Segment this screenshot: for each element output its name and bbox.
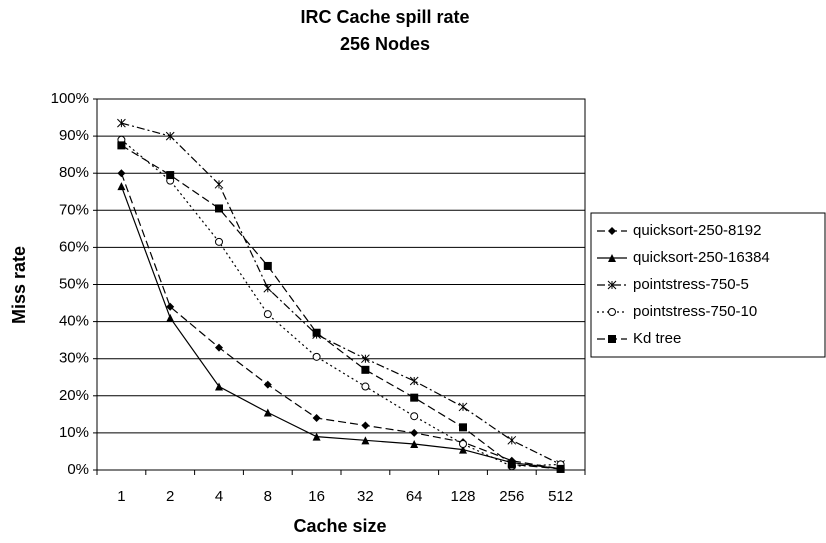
marker [507,460,516,469]
y-tick-label: 70% [59,201,89,218]
legend-box [590,212,826,358]
legend-label: Kd tree [633,330,681,347]
marker [608,308,616,316]
series-line [121,139,561,467]
marker [215,382,223,391]
marker [117,169,126,178]
chart-subtitle: 256 Nodes [340,34,430,54]
marker [117,141,126,150]
marker [507,435,517,445]
y-axis-label: Miss rate [9,246,29,324]
x-axis-label: Cache size [293,516,386,536]
marker [312,414,321,423]
x-tick-label: 2 [166,488,174,505]
marker [312,328,321,337]
series-line [121,144,561,470]
marker [459,445,467,454]
y-tick-label: 80% [59,164,89,181]
legend-label: pointstress-750-10 [633,303,757,320]
y-tick-label: 90% [59,127,89,144]
marker [410,393,419,402]
marker [361,436,370,445]
marker [166,313,175,322]
y-tick-label: 50% [59,275,89,292]
marker [166,302,175,311]
marker [459,440,467,449]
legend-label: pointstress-750-5 [633,276,749,293]
y-tick-label: 40% [59,313,89,330]
y-tick-label: 30% [59,350,89,367]
marker [608,227,616,235]
x-tick-label: 16 [308,488,325,505]
series-line [120,172,561,470]
x-tick-label: 8 [264,488,272,505]
marker [165,131,175,141]
chart-title: IRC Cache spill rate [300,7,469,27]
marker [409,376,419,386]
legend-label: quicksort-250-16384 [633,249,770,266]
marker [361,421,370,430]
marker [215,237,223,246]
marker [263,380,272,389]
marker [263,408,272,417]
marker [263,283,273,293]
marker [361,382,370,391]
marker [166,171,175,180]
x-tick-label: 512 [548,488,573,505]
marker [312,352,321,361]
x-tick-label: 1 [117,488,125,505]
marker [608,254,616,262]
marker [117,182,126,191]
x-tick-label: 128 [450,488,475,505]
marker [215,204,223,213]
y-tick-label: 60% [59,238,89,255]
marker [215,343,223,352]
x-tick-label: 32 [357,488,374,505]
marker [410,440,419,449]
legend-label: quicksort-250-8192 [633,222,761,239]
marker [556,464,565,473]
marker [361,354,370,364]
marker [214,179,224,189]
y-tick-label: 100% [51,90,89,107]
x-tick-label: 64 [406,488,423,505]
marker [608,335,616,343]
marker [312,432,321,441]
marker [263,261,272,270]
marker [263,310,272,319]
marker [410,412,419,421]
marker [361,365,370,374]
x-tick-label: 4 [215,488,223,505]
y-tick-label: 10% [59,424,89,441]
y-tick-label: 20% [59,387,89,404]
series-line [121,122,561,465]
x-tick-label: 256 [499,488,524,505]
marker [607,280,617,290]
y-tick-label: 0% [67,461,89,478]
series-line [120,185,561,470]
marker [459,423,467,432]
marker [117,118,126,128]
marker [458,402,468,412]
marker [410,428,419,437]
